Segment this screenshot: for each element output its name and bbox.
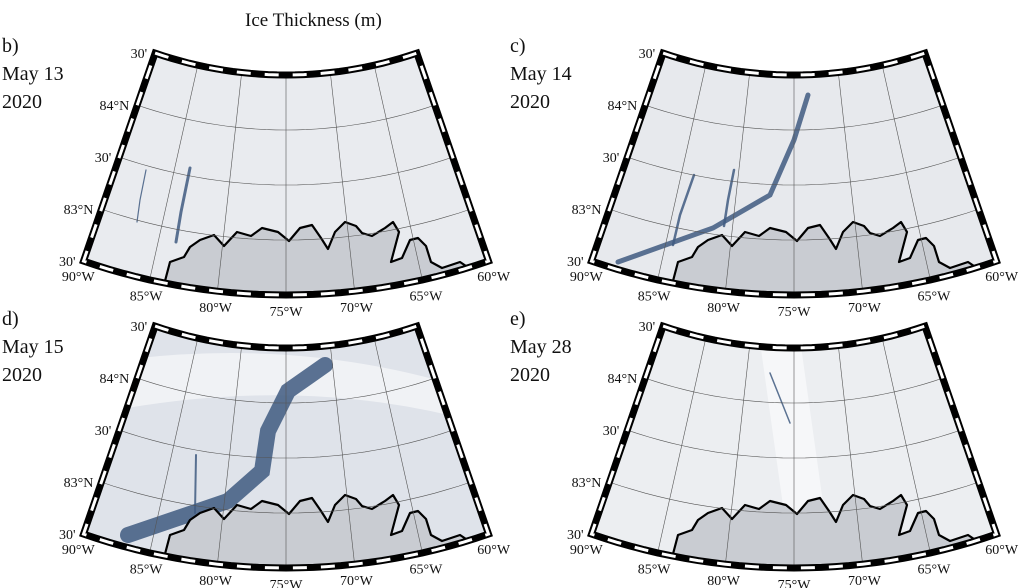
longitude-label: 65°W (917, 562, 951, 577)
lead (136, 169, 147, 223)
latitude-label: 30' (59, 255, 76, 270)
longitude-label: 70°W (340, 301, 374, 316)
longitude-label: 90°W (62, 543, 96, 558)
latitude-label: 83°N (64, 476, 94, 491)
latitude-label: 30' (639, 320, 656, 335)
longitude-label: 80°W (199, 301, 233, 316)
lead (174, 166, 192, 244)
longitude-label: 65°W (917, 289, 951, 304)
latitude-label: 84°N (607, 99, 637, 114)
frame-ticks (81, 51, 491, 297)
panel-label: d) (2, 308, 19, 330)
panel-date: May 13 (2, 63, 64, 85)
meridian (330, 72, 355, 292)
longitude-label: 90°W (570, 270, 604, 285)
latitude-label: 30' (567, 255, 584, 270)
lead (722, 168, 736, 228)
meridian (657, 65, 707, 280)
latitude-label: 30' (567, 528, 584, 543)
map-panel: 30'84°N30'83°N30'90°W85°W80°W 75°W 70°W65°… (2, 35, 511, 320)
latitude-label: 30' (95, 424, 112, 439)
latitude-label: 30' (95, 151, 112, 166)
longitude-label: 60°W (985, 270, 1019, 285)
panel-year: 2020 (2, 364, 42, 386)
meridian (373, 338, 423, 553)
latitude-label: 30' (603, 424, 620, 439)
meridian (330, 345, 355, 565)
longitude-label: 65°W (409, 562, 443, 577)
longitude-label: 75°W (270, 305, 304, 320)
latitude-label: 30' (131, 320, 148, 335)
lead (671, 173, 696, 247)
longitude-label: 75°W (778, 578, 812, 588)
longitude-label: 85°W (130, 289, 164, 304)
longitude-label: 85°W (638, 289, 672, 304)
latitude-label: 84°N (99, 372, 129, 387)
panel-year: 2020 (510, 91, 550, 113)
panel-label: b) (2, 35, 19, 57)
latitude-label: 84°N (99, 99, 129, 114)
map-panel: 30'84°N30'83°N30'90°W85°W80°W 75°W 70°W65°… (510, 308, 1019, 588)
longitude-label: 60°W (477, 543, 511, 558)
meridian (657, 338, 707, 553)
longitude-label: 75°W (270, 578, 304, 588)
longitude-label: 70°W (848, 301, 882, 316)
longitude-label: 75°W (778, 305, 812, 320)
latitude-label: 83°N (572, 203, 602, 218)
longitude-label: 65°W (409, 289, 443, 304)
frame-ticks (589, 324, 999, 570)
panel-year: 2020 (510, 364, 550, 386)
panel-label: e) (510, 308, 526, 330)
lead (615, 92, 811, 265)
map-panel: 30'84°N30'83°N30'90°W85°W80°W 75°W 70°W65°… (2, 308, 511, 588)
panel-year: 2020 (2, 91, 42, 113)
longitude-label: 90°W (570, 543, 604, 558)
latitude-label: 30' (603, 151, 620, 166)
longitude-label: 80°W (707, 574, 741, 588)
longitude-label: 60°W (477, 270, 511, 285)
latitude-label: 84°N (607, 372, 637, 387)
panel-date: May 14 (510, 63, 572, 85)
longitude-label: 80°W (199, 574, 233, 588)
panel-date: May 28 (510, 336, 572, 358)
longitude-label: 85°W (130, 562, 164, 577)
longitude-label: 90°W (62, 270, 96, 285)
meridian (217, 72, 242, 292)
latitude-label: 83°N (572, 476, 602, 491)
map-panel: 30'84°N30'83°N30'90°W85°W80°W 75°W 70°W65°… (510, 35, 1019, 320)
meridian (838, 345, 863, 565)
latitude-label: 30' (639, 47, 656, 62)
longitude-label: 85°W (638, 562, 672, 577)
meridian (149, 338, 199, 553)
meridian (217, 345, 242, 565)
lead (769, 372, 791, 424)
lead (194, 454, 197, 514)
meridian (881, 338, 931, 553)
panel-label: c) (510, 35, 526, 57)
meridian (149, 65, 199, 280)
meridian (881, 65, 931, 280)
latitude-label: 83°N (64, 203, 94, 218)
meridian (838, 72, 863, 292)
frame-ticks (81, 324, 491, 570)
frame-ticks (589, 51, 999, 297)
longitude-label: 80°W (707, 301, 741, 316)
lead (120, 357, 333, 543)
longitude-label: 60°W (985, 543, 1019, 558)
latitude-label: 30' (131, 47, 148, 62)
colorbar-title: Ice Thickness (m) (245, 10, 382, 31)
panel-date: May 15 (2, 336, 64, 358)
longitude-label: 70°W (848, 574, 882, 588)
meridian (725, 345, 750, 565)
meridian (725, 72, 750, 292)
latitude-label: 30' (59, 528, 76, 543)
longitude-label: 70°W (340, 574, 374, 588)
meridian (373, 65, 423, 280)
